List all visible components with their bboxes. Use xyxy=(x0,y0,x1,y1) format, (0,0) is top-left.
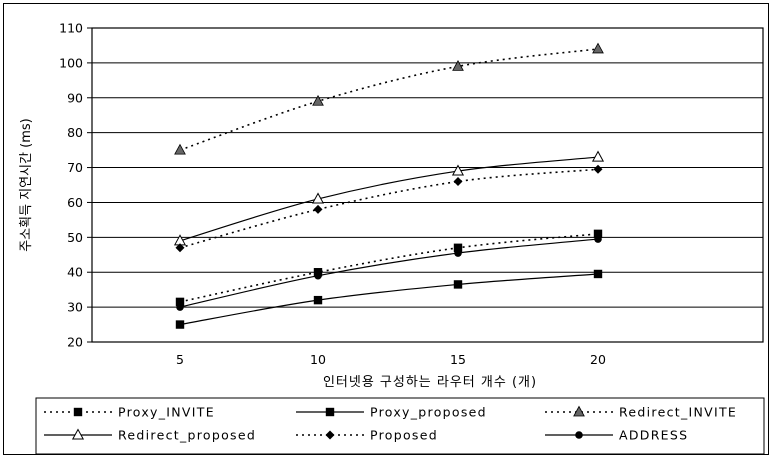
legend-item-4: Proposed xyxy=(296,428,438,443)
diamond-marker xyxy=(175,243,185,253)
y-tick-label: 90 xyxy=(67,90,83,105)
square-marker xyxy=(453,280,463,289)
y-tick-labels: 20 30 40 50 60 70 80 90 100 110 xyxy=(59,21,83,350)
legend: Proxy_INVITE Proxy_proposed Redirect_INVIT… xyxy=(44,405,737,443)
y-tick-label: 40 xyxy=(67,265,83,280)
series-1 xyxy=(175,269,603,329)
legend-label: Proposed xyxy=(370,428,438,443)
x-tick-labels: 5 10 15 20 xyxy=(176,352,606,367)
y-tick-label: 60 xyxy=(67,195,83,210)
series-4 xyxy=(175,164,603,253)
y-tick-label: 20 xyxy=(67,335,83,350)
legend-item-1: Proxy_proposed xyxy=(296,405,487,420)
legend-label: Redirect_proposed xyxy=(118,428,256,443)
triangle-open-marker xyxy=(591,150,605,162)
triangle-marker xyxy=(573,405,585,417)
y-tick-label: 110 xyxy=(59,21,83,36)
series-line xyxy=(179,238,599,308)
y-axis-label: 주소획득 지연시간 (ms) xyxy=(19,118,34,252)
square-marker xyxy=(453,243,463,252)
circle-marker xyxy=(176,303,184,311)
triangle-marker xyxy=(452,60,464,71)
square-marker xyxy=(313,295,323,305)
legend-item-2: Redirect_INVITE xyxy=(545,405,737,420)
circle-marker xyxy=(594,235,602,243)
x-tick-label: 20 xyxy=(590,352,606,367)
series-line xyxy=(179,156,599,242)
square-marker xyxy=(593,269,603,279)
diamond-marker xyxy=(325,430,335,440)
x-axis-label: 인터넷용 구성하는 라우터 개수 (개) xyxy=(323,375,537,390)
y-tick-label: 80 xyxy=(67,125,83,140)
grid-lines xyxy=(87,27,763,343)
y-tick-label: 100 xyxy=(59,55,83,70)
legend-item-3: Redirect_proposed xyxy=(44,428,256,443)
series-3 xyxy=(173,150,605,246)
y-tick-label: 70 xyxy=(67,160,83,175)
series-line xyxy=(179,233,599,303)
x-tick-label: 15 xyxy=(450,352,466,367)
series-2 xyxy=(174,42,604,155)
chart-frame xyxy=(3,3,769,455)
legend-item-5: ADDRESS xyxy=(545,428,688,443)
legend-label: Proxy_INVITE xyxy=(118,405,215,420)
square-marker xyxy=(175,320,185,329)
y-tick-label: 30 xyxy=(67,300,83,315)
series-5 xyxy=(176,235,602,311)
diamond-marker xyxy=(313,204,323,214)
triangle-marker xyxy=(174,143,186,155)
square-marker xyxy=(73,407,83,417)
x-tick-label: 5 xyxy=(176,352,184,367)
triangle-open-marker xyxy=(311,192,325,204)
circle-marker xyxy=(575,431,583,439)
circle-marker xyxy=(454,249,462,257)
legend-label: Proxy_proposed xyxy=(370,405,487,420)
x-tick-label: 10 xyxy=(310,352,326,367)
square-marker xyxy=(325,407,335,417)
plot-area xyxy=(91,27,764,343)
triangle-open-marker xyxy=(451,164,465,176)
series-line xyxy=(179,273,599,326)
legend-label: ADDRESS xyxy=(619,428,688,443)
triangle-marker xyxy=(592,42,604,54)
circle-marker xyxy=(314,271,322,280)
series-group xyxy=(173,42,605,329)
diamond-marker xyxy=(453,177,463,187)
legend-box xyxy=(35,397,765,455)
diamond-marker xyxy=(593,164,603,174)
square-marker xyxy=(175,297,185,307)
square-marker xyxy=(593,229,603,239)
triangle-marker xyxy=(312,94,324,106)
legend-item-0: Proxy_INVITE xyxy=(44,405,215,420)
triangle-open-marker xyxy=(71,428,85,440)
legend-label: Redirect_INVITE xyxy=(619,405,737,420)
y-tick-label: 50 xyxy=(67,230,83,245)
